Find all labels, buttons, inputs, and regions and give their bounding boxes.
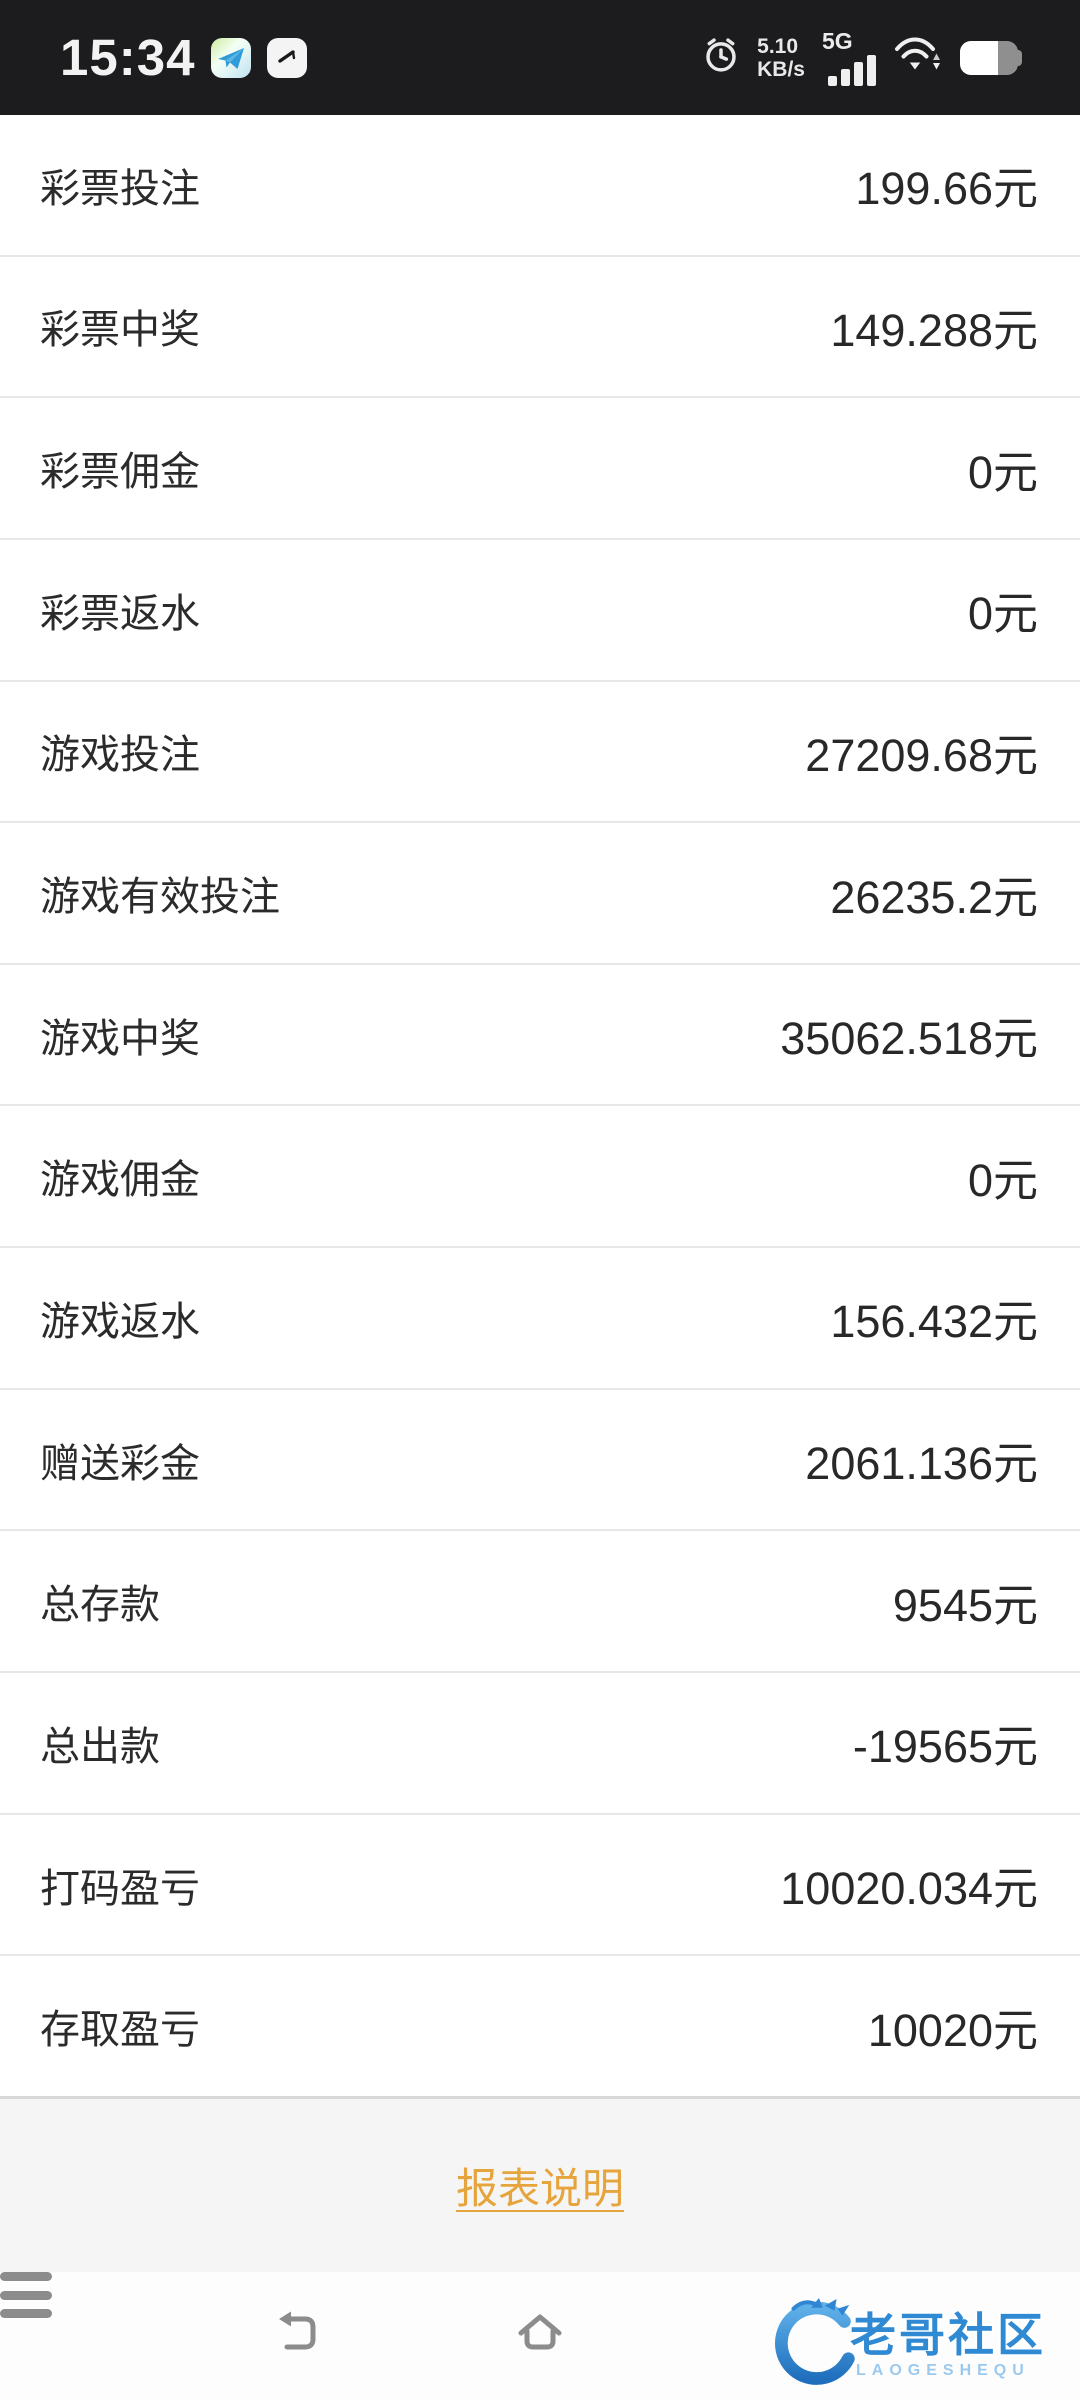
report-row-game-rebate: 游戏返水 156.432元	[0, 1246, 1080, 1388]
watermark-title: 老哥社区	[850, 2309, 1046, 2361]
row-value: 0元	[967, 1154, 1038, 1206]
row-value: 2061.136元	[805, 1438, 1038, 1490]
row-label: 彩票投注	[40, 166, 200, 211]
alarm-clock-icon	[702, 36, 740, 79]
row-label: 游戏佣金	[40, 1158, 200, 1203]
row-label: 彩票佣金	[40, 450, 200, 495]
report-row-total-withdrawal: 总出款 -19565元	[0, 1671, 1080, 1813]
row-label: 游戏中奖	[40, 1016, 200, 1061]
row-value: 9545元	[892, 1579, 1038, 1631]
bottom-nav-bar: 老哥社区 LAOGESHEQU	[0, 2272, 1080, 2400]
report-row-lottery-commission: 彩票佣金 0元	[0, 396, 1080, 538]
row-value: -19565元	[852, 1721, 1038, 1773]
report-row-wagering-profit: 打码盈亏 10020.034元	[0, 1812, 1080, 1955]
network-speed-unit: KB/s	[757, 57, 805, 81]
row-label: 总存款	[40, 1583, 160, 1628]
row-label: 游戏返水	[40, 1299, 200, 1344]
menu-button[interactable]	[0, 2272, 52, 2318]
clock-notification-icon	[267, 37, 308, 78]
row-value: 199.66元	[855, 163, 1038, 215]
watermark-subtitle: LAOGESHEQU	[856, 2362, 1030, 2379]
report-row-bonus: 赠送彩金 2061.136元	[0, 1387, 1080, 1530]
community-watermark: 老哥社区 LAOGESHEQU	[766, 2296, 1046, 2394]
row-value: 27209.68元	[805, 729, 1038, 781]
status-bar: 15:34	[0, 0, 1080, 115]
row-value: 26235.2元	[830, 871, 1038, 923]
row-label: 游戏投注	[40, 733, 200, 778]
back-button[interactable]	[272, 2306, 328, 2362]
report-row-lottery-bets: 彩票投注 199.66元	[0, 115, 1080, 255]
report-row-game-winnings: 游戏中奖 35062.518元	[0, 962, 1080, 1105]
row-value: 156.432元	[830, 1296, 1038, 1348]
report-row-game-bets: 游戏投注 27209.68元	[0, 679, 1080, 822]
report-row-game-valid-bets: 游戏有效投注 26235.2元	[0, 821, 1080, 963]
report-note-link[interactable]: 报表说明	[455, 2165, 624, 2212]
row-label: 存取盈亏	[40, 2008, 200, 2053]
row-value: 10020元	[867, 2004, 1038, 2056]
clock-time: 15:34	[60, 29, 196, 86]
network-speed-indicator: 5.10 KB/s	[757, 35, 805, 81]
battery-icon	[960, 40, 1022, 75]
report-row-lottery-winnings: 彩票中奖 149.288元	[0, 254, 1080, 397]
row-value: 0元	[967, 588, 1038, 640]
network-speed-value: 5.10	[757, 34, 799, 58]
row-label: 彩票中奖	[40, 308, 200, 353]
row-label: 赠送彩金	[40, 1441, 200, 1486]
network-type-label: 5G	[822, 27, 853, 54]
row-value: 35062.518元	[780, 1013, 1038, 1065]
row-label: 彩票返水	[40, 591, 200, 636]
report-row-lottery-rebate: 彩票返水 0元	[0, 537, 1080, 680]
dragon-logo-icon	[774, 2297, 855, 2385]
cellular-signal-icon: 5G	[822, 27, 876, 86]
row-label: 总出款	[40, 1724, 160, 1769]
row-value: 0元	[967, 446, 1038, 498]
report-list: 彩票投注 199.66元 彩票中奖 149.288元 彩票佣金 0元 彩票返水 …	[0, 115, 1080, 2096]
telegram-notification-icon	[211, 37, 252, 78]
row-value: 149.288元	[830, 304, 1038, 356]
row-value: 10020.034元	[780, 1863, 1038, 1914]
home-button[interactable]	[512, 2306, 568, 2362]
report-row-deposit-withdraw-profit: 存取盈亏 10020元	[0, 1954, 1080, 2096]
footer-section: 报表说明	[0, 2096, 1080, 2272]
row-label: 游戏有效投注	[40, 875, 280, 920]
report-row-game-commission: 游戏佣金 0元	[0, 1104, 1080, 1247]
report-row-total-deposit: 总存款 9545元	[0, 1529, 1080, 1672]
wifi-icon	[893, 33, 943, 82]
row-label: 打码盈亏	[40, 1866, 200, 1911]
